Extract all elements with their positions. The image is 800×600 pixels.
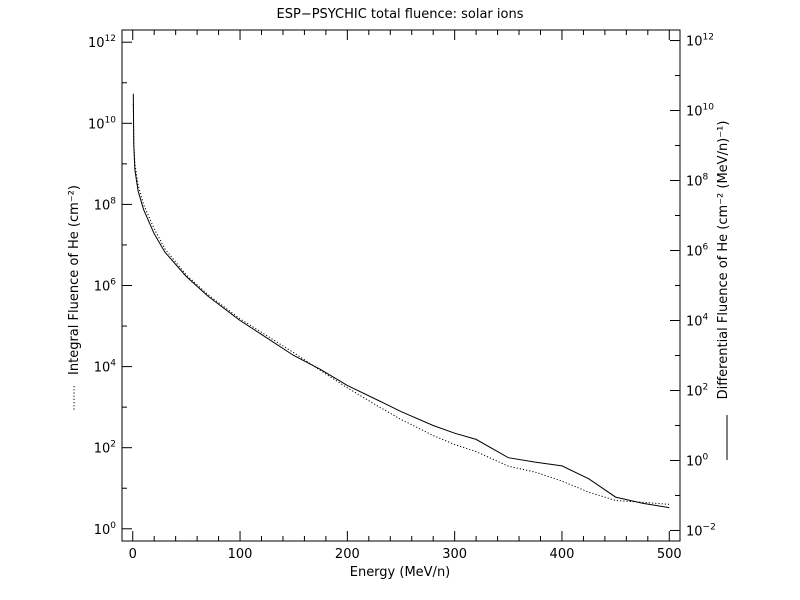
y-left-tick-base: 10 xyxy=(94,280,111,295)
y-left-tick-label: 100 xyxy=(94,521,117,538)
y-right-tick-label: 100 xyxy=(686,452,709,469)
y-right-tick-exponent: 2 xyxy=(703,382,709,392)
y-left-tick-exponent: 10 xyxy=(105,115,117,125)
y-right-tick-label: 10−2 xyxy=(686,522,716,539)
x-axis-label: Energy (MeV/n) xyxy=(350,565,451,580)
series-layer xyxy=(132,93,670,509)
y-left-tick-exponent: 2 xyxy=(110,440,116,450)
x-tick-label: 100 xyxy=(228,547,253,562)
y-right-tick-exponent: 12 xyxy=(703,33,714,43)
y-right-tick-base: 10 xyxy=(686,314,703,329)
y-left-tick-exponent: 0 xyxy=(110,521,116,531)
y-left-axis-label: Integral Fluence of He (cm⁻²) xyxy=(67,185,82,375)
series-line-integral xyxy=(132,103,670,505)
axis-ticks xyxy=(122,30,680,541)
y-right-tick-exponent: 10 xyxy=(703,103,715,113)
y-right-tick-exponent: 0 xyxy=(703,452,709,462)
y-right-tick-label: 1012 xyxy=(686,33,714,50)
y-left-tick-label: 1010 xyxy=(88,115,116,132)
y-right-tick-exponent: 8 xyxy=(703,173,709,183)
y-right-tick-exponent: 4 xyxy=(703,312,709,322)
y-left-tick-base: 10 xyxy=(94,442,111,457)
y-right-tick-base: 10 xyxy=(686,105,703,120)
y-left-tick-base: 10 xyxy=(88,36,105,51)
y-right-tick-label: 1010 xyxy=(686,103,714,120)
y-right-axis-label: Differential Fluence of He (cm⁻² (MeV/n)… xyxy=(716,121,731,400)
y-left-axis-label-group: Integral Fluence of He (cm⁻²) xyxy=(67,185,82,375)
x-tick-label: 400 xyxy=(550,547,575,562)
y-left-tick-label: 104 xyxy=(94,359,117,376)
y-left-tick-label: 108 xyxy=(94,196,117,213)
y-right-tick-base: 10 xyxy=(686,245,703,260)
y-right-axis-label-group: Differential Fluence of He (cm⁻² (MeV/n)… xyxy=(716,121,731,400)
y-left-tick-base: 10 xyxy=(88,117,105,132)
x-tick-label: 500 xyxy=(657,547,682,562)
y-left-tick-base: 10 xyxy=(94,523,111,538)
chart-title: ESP−PSYCHIC total fluence: solar ions xyxy=(277,7,524,22)
x-tick-label: 0 xyxy=(129,547,137,562)
y-left-tick-exponent: 4 xyxy=(110,359,116,369)
y-right-tick-base: 10 xyxy=(686,384,703,399)
x-axis-tick-labels: 0 100 200 300 400 500 xyxy=(129,547,682,562)
y-left-tick-exponent: 6 xyxy=(110,278,116,288)
y-right-tick-label: 102 xyxy=(686,382,708,399)
y-right-tick-base: 10 xyxy=(686,524,703,539)
y-right-tick-exponent: 6 xyxy=(703,243,709,253)
y-right-tick-exponent: −2 xyxy=(703,522,716,532)
y-right-tick-base: 10 xyxy=(686,35,703,50)
y-right-tick-base: 10 xyxy=(686,454,703,469)
y-left-tick-exponent: 8 xyxy=(110,196,116,206)
y-left-tick-label: 102 xyxy=(94,440,116,457)
y-left-tick-label: 106 xyxy=(94,278,117,295)
y-left-tick-base: 10 xyxy=(94,198,111,213)
y-right-tick-label: 104 xyxy=(686,312,709,329)
y-right-tick-base: 10 xyxy=(686,175,703,190)
series-line-differential xyxy=(132,93,670,509)
y-left-tick-exponent: 12 xyxy=(105,34,116,44)
x-tick-label: 300 xyxy=(442,547,467,562)
y-right-tick-label: 108 xyxy=(686,173,709,190)
y-right-tick-label: 106 xyxy=(686,243,709,260)
y-left-tick-base: 10 xyxy=(94,361,111,376)
y-left-tick-label: 1012 xyxy=(88,34,116,51)
x-tick-label: 200 xyxy=(335,547,360,562)
